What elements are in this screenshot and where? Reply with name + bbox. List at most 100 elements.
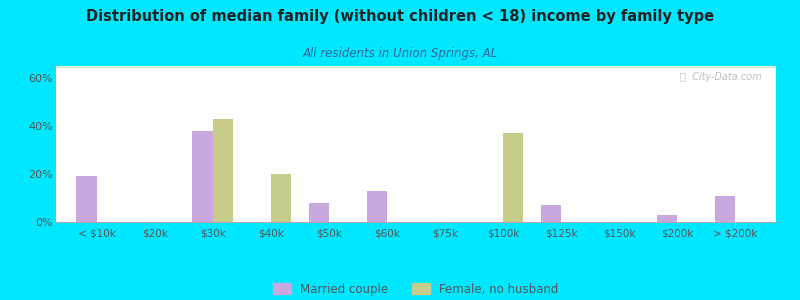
Bar <box>56 67 776 68</box>
Bar <box>56 66 776 67</box>
Bar <box>56 67 776 68</box>
Bar <box>56 66 776 67</box>
Bar <box>56 66 776 67</box>
Bar <box>56 66 776 67</box>
Bar <box>56 66 776 67</box>
Bar <box>56 66 776 67</box>
Bar <box>56 66 776 67</box>
Bar <box>366 191 387 222</box>
Bar <box>56 67 776 68</box>
Text: ⓘ  City-Data.com: ⓘ City-Data.com <box>680 72 762 82</box>
Bar <box>56 66 776 67</box>
Bar <box>56 67 776 68</box>
Bar <box>56 66 776 67</box>
Bar <box>56 67 776 68</box>
Bar <box>56 66 776 67</box>
Bar <box>56 66 776 67</box>
Bar <box>56 66 776 67</box>
Bar <box>56 66 776 67</box>
Bar <box>56 66 776 67</box>
Bar <box>56 67 776 68</box>
Bar <box>56 66 776 67</box>
Bar <box>56 67 776 68</box>
Bar <box>56 66 776 67</box>
Bar <box>76 176 97 222</box>
Bar <box>56 66 776 67</box>
Bar <box>56 66 776 67</box>
Bar <box>56 66 776 67</box>
Text: All residents in Union Springs, AL: All residents in Union Springs, AL <box>302 46 498 59</box>
Bar <box>56 66 776 67</box>
Bar <box>56 66 776 67</box>
Bar <box>56 66 776 67</box>
Bar <box>56 66 776 67</box>
Bar <box>56 67 776 68</box>
Bar <box>56 67 776 68</box>
Text: Distribution of median family (without children < 18) income by family type: Distribution of median family (without c… <box>86 9 714 24</box>
Bar <box>56 66 776 67</box>
Bar <box>56 66 776 67</box>
Bar <box>56 66 776 67</box>
Bar <box>56 66 776 67</box>
Bar <box>56 67 776 68</box>
Bar <box>213 119 233 222</box>
Bar <box>56 66 776 67</box>
Bar <box>56 66 776 67</box>
Bar <box>56 66 776 67</box>
Bar <box>56 66 776 67</box>
Bar <box>56 67 776 68</box>
Bar <box>56 66 776 67</box>
Bar <box>56 66 776 67</box>
Bar <box>56 66 776 67</box>
Bar <box>56 66 776 67</box>
Bar <box>56 66 776 67</box>
Bar <box>56 66 776 67</box>
Bar <box>271 174 291 222</box>
Bar <box>56 67 776 68</box>
Bar <box>56 66 776 67</box>
Bar <box>56 66 776 67</box>
Bar <box>56 66 776 67</box>
Bar <box>56 66 776 67</box>
Bar <box>56 66 776 67</box>
Bar <box>56 66 776 67</box>
Bar <box>56 66 776 67</box>
Bar <box>56 67 776 68</box>
Bar <box>56 66 776 67</box>
Bar <box>56 67 776 68</box>
Bar <box>56 66 776 67</box>
Bar <box>56 67 776 68</box>
Bar <box>56 67 776 68</box>
Bar <box>56 67 776 68</box>
Bar <box>56 67 776 68</box>
Bar <box>56 67 776 68</box>
Bar <box>56 67 776 68</box>
Bar <box>541 205 561 222</box>
Bar <box>56 67 776 68</box>
Bar <box>715 196 735 222</box>
Bar <box>56 66 776 67</box>
Bar <box>56 67 776 68</box>
Bar <box>56 66 776 67</box>
Bar <box>56 66 776 67</box>
Bar <box>56 67 776 68</box>
Bar <box>56 66 776 67</box>
Bar <box>56 66 776 67</box>
Bar <box>56 66 776 67</box>
Bar <box>56 66 776 67</box>
Bar <box>56 66 776 67</box>
Legend: Married couple, Female, no husband: Married couple, Female, no husband <box>269 278 563 300</box>
Bar <box>56 66 776 67</box>
Bar <box>56 67 776 68</box>
Bar <box>56 66 776 67</box>
Bar <box>56 66 776 67</box>
Bar <box>56 66 776 67</box>
Bar <box>56 66 776 67</box>
Bar <box>56 66 776 67</box>
Bar <box>56 66 776 67</box>
Bar <box>503 133 523 222</box>
Bar <box>56 66 776 67</box>
Bar <box>657 215 678 222</box>
Bar <box>56 66 776 67</box>
Bar <box>56 67 776 68</box>
